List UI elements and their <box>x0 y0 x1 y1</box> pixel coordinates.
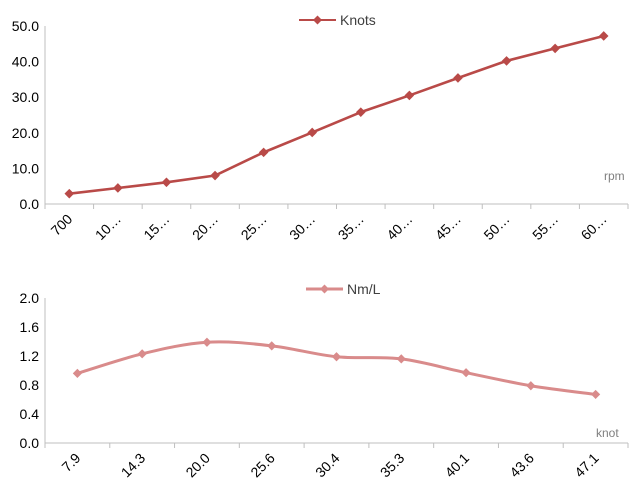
y-tick-label: 40.0 <box>12 54 39 70</box>
y-tick-label: 1.2 <box>20 348 40 364</box>
chart-1: 0.0 10.0 20.0 30.0 40.0 50.0 700 10… 15… 20… 25… 3… <box>12 8 629 243</box>
chart-1-legend-marker <box>313 15 322 25</box>
chart-1-legend-label: Knots <box>340 12 376 28</box>
chart-2-legend-marker <box>320 284 329 294</box>
data-point-marker[interactable] <box>113 183 123 193</box>
chart-2-legend[interactable]: Nm/L <box>298 277 390 301</box>
x-tick-label: 55… <box>529 211 561 243</box>
data-point-marker[interactable] <box>453 73 463 83</box>
y-tick-label: 0.4 <box>20 406 40 422</box>
data-point-marker[interactable] <box>461 368 471 378</box>
data-point-marker[interactable] <box>258 147 269 158</box>
chart-1-series <box>64 31 609 199</box>
chart-1-y-ticks: 0.0 10.0 20.0 30.0 40.0 50.0 <box>12 18 39 212</box>
x-tick-label: 30… <box>286 211 318 243</box>
data-point-marker[interactable] <box>202 337 212 347</box>
chart-2-legend-label: Nm/L <box>347 281 381 297</box>
chart-1-x-ticks: 700 10… 15… 20… 25… 30… 35… 40… 45… 50… 55… 60… <box>44 204 629 243</box>
chart-1-x-axis-label: rpm <box>604 169 625 183</box>
x-tick-label: 40.1 <box>442 450 473 481</box>
data-point-marker[interactable] <box>331 352 342 362</box>
data-point-marker[interactable] <box>501 56 512 66</box>
x-tick-label: 15… <box>140 211 172 243</box>
x-tick-label: 700 <box>48 211 76 239</box>
chart-2-x-axis-label: knot <box>596 426 619 440</box>
data-point-marker[interactable] <box>72 368 82 378</box>
x-tick-label: 14.3 <box>118 450 149 481</box>
data-point-marker[interactable] <box>64 188 75 199</box>
data-point-marker[interactable] <box>598 31 609 41</box>
y-tick-label: 10.0 <box>12 160 39 176</box>
y-tick-label: 20.0 <box>12 125 39 141</box>
chart-2-x-ticks: 7.9 14.3 20.0 25.6 30.4 35.3 40.1 43.6 47.1 <box>44 443 629 481</box>
y-tick-label: 50.0 <box>12 18 39 34</box>
data-point-marker[interactable] <box>526 381 536 391</box>
data-point-marker[interactable] <box>550 43 560 54</box>
y-tick-label: 0.8 <box>20 377 40 393</box>
chart-1-legend[interactable]: Knots <box>292 8 384 32</box>
series-line <box>75 340 598 396</box>
data-point-marker[interactable] <box>267 341 277 351</box>
x-tick-label: 40… <box>383 211 415 243</box>
data-point-marker[interactable] <box>137 349 147 359</box>
x-tick-label: 60… <box>578 211 610 243</box>
data-point-marker[interactable] <box>210 170 220 181</box>
chart-2: 0.0 0.4 0.8 1.2 1.6 2.0 7.9 14.3 20.0 25.6 30.4 35… <box>20 277 629 481</box>
x-tick-label: 7.9 <box>58 450 83 475</box>
y-tick-label: 1.6 <box>20 319 40 335</box>
x-tick-label: 25.6 <box>247 450 278 481</box>
x-tick-label: 47.1 <box>571 450 602 481</box>
x-tick-label: 35… <box>335 211 367 243</box>
x-tick-label: 45… <box>432 211 464 243</box>
x-tick-label: 25… <box>238 211 270 243</box>
x-tick-label: 50… <box>480 211 512 243</box>
data-point-marker[interactable] <box>161 177 172 188</box>
data-point-marker[interactable] <box>396 354 406 364</box>
x-tick-label: 20… <box>189 211 221 243</box>
y-tick-label: 2.0 <box>20 290 40 306</box>
data-point-marker[interactable] <box>307 127 318 138</box>
y-tick-label: 0.0 <box>20 196 40 212</box>
series-line <box>67 34 606 195</box>
y-tick-label: 30.0 <box>12 89 39 105</box>
chart-2-series <box>72 337 601 400</box>
x-tick-label: 35.3 <box>377 450 408 481</box>
data-point-marker[interactable] <box>404 90 415 101</box>
x-tick-label: 20.0 <box>182 450 213 481</box>
y-tick-label: 0.0 <box>20 435 40 451</box>
data-point-marker[interactable] <box>355 107 366 117</box>
x-tick-label: 43.6 <box>506 450 537 481</box>
chart-2-y-ticks: 0.0 0.4 0.8 1.2 1.6 2.0 <box>20 290 40 451</box>
x-tick-label: 30.4 <box>312 450 343 481</box>
x-tick-label: 10… <box>92 211 124 243</box>
data-point-marker[interactable] <box>591 389 601 400</box>
